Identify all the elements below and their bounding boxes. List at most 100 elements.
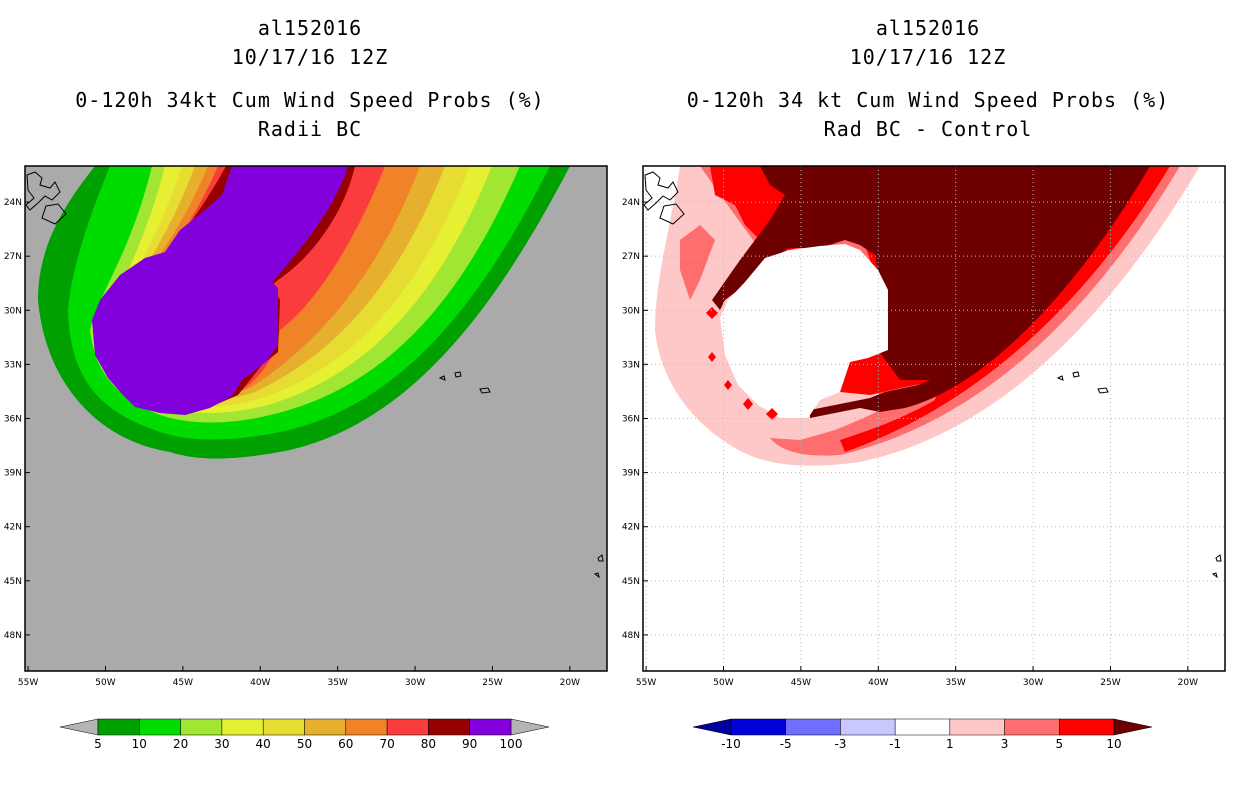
colorbar-label: 30 <box>214 737 229 751</box>
right-core-neutral <box>720 244 888 418</box>
lon-tick-label: 40W <box>250 678 270 688</box>
lat-tick-label: 39N <box>4 469 22 479</box>
colorbar-label: 20 <box>173 737 188 751</box>
colorbar-label: -3 <box>834 737 846 751</box>
colorbar-swatch <box>304 718 347 736</box>
lat-tick-label: 45N <box>4 577 22 587</box>
lat-tick-label: 45N <box>622 577 640 587</box>
left-probability-field <box>38 166 570 459</box>
colorbar-swatch <box>949 718 1005 736</box>
colorbar-under-triangle <box>692 718 732 736</box>
colorbar-swatch <box>345 718 388 736</box>
lon-tick-label: 45W <box>173 678 193 688</box>
right-band-3b <box>680 225 715 300</box>
lon-tick-label: 45W <box>791 678 811 688</box>
colorbar-label: 60 <box>338 737 353 751</box>
lon-tick-label: 50W <box>713 678 733 688</box>
colorbar-under-triangle <box>59 718 99 736</box>
lon-tick-label: 25W <box>482 678 502 688</box>
lon-tick-label: 30W <box>405 678 425 688</box>
right-spot <box>724 380 732 390</box>
right-spot <box>766 408 778 420</box>
colorbar-label: -1 <box>889 737 901 751</box>
lat-tick-label: 30N <box>4 306 22 316</box>
lon-tick-label: 55W <box>18 678 38 688</box>
right-spot <box>708 352 716 362</box>
left-lat-ticks: 48N 45N 42N 39N 36N 33N 30N 27N 24N <box>4 198 30 641</box>
right-product-title: 0-120h 34 kt Cum Wind Speed Probs (%) <box>686 88 1170 112</box>
right-subtitle: Rad BC - Control <box>823 117 1033 141</box>
lat-tick-label: 42N <box>4 523 22 533</box>
left-coastlines <box>25 171 604 579</box>
lon-tick-label: 20W <box>1178 678 1198 688</box>
colorbar-swatch <box>139 718 181 736</box>
right-coastlines <box>643 171 1222 579</box>
left-date: 10/17/16 12Z <box>231 45 389 69</box>
right-lat-ticks: 48N 45N 42N 39N 36N 33N 30N 27N 24N <box>622 198 648 641</box>
lat-tick-label: 24N <box>622 198 640 208</box>
lat-tick-label: 27N <box>622 252 640 262</box>
right-storm-id: al152016 <box>875 16 981 40</box>
right-map: 48N 45N 42N 39N 36N 33N 30N 27N 24N 55W 50W 45W 40W… <box>622 165 1226 688</box>
lat-tick-label: 48N <box>622 631 640 641</box>
left-panel-title: al152016 10/17/16 12Z 0-120h 34kt Cum Wi… <box>0 14 620 144</box>
colorbar-swatch <box>386 718 429 736</box>
lat-tick-label: 36N <box>4 415 22 425</box>
lat-tick-label: 42N <box>622 523 640 533</box>
colorbar-swatch <box>469 718 512 736</box>
lon-tick-label: 20W <box>560 678 580 688</box>
right-difference-field <box>643 166 1225 671</box>
left-colorbar: 5 10 20 30 40 50 60 70 80 90 100 <box>59 718 550 751</box>
lon-tick-label: 35W <box>945 678 965 688</box>
left-product-title: 0-120h 34kt Cum Wind Speed Probs (%) <box>75 88 545 112</box>
lat-tick-label: 33N <box>622 360 640 370</box>
colorbar-swatch <box>180 718 223 736</box>
left-subtitle: Radii BC <box>257 117 363 141</box>
colorbar-label: 40 <box>256 737 271 751</box>
left-map: 48N 45N 42N 39N 36N 33N 30N 27N 24N 55W 50W 45W 40W… <box>4 165 608 688</box>
lon-tick-label: 50W <box>95 678 115 688</box>
left-band-90 <box>92 166 348 415</box>
colorbar-swatch <box>730 718 786 736</box>
colorbar-swatch <box>428 718 470 736</box>
right-spot <box>743 398 753 410</box>
colorbar-over-triangle <box>1113 718 1153 736</box>
right-panel-title: al152016 10/17/16 12Z 0-120h 34 kt Cum W… <box>618 14 1236 144</box>
lon-tick-label: 40W <box>868 678 888 688</box>
lon-tick-label: 25W <box>1100 678 1120 688</box>
colorbar-label: 90 <box>462 737 477 751</box>
lat-tick-label: 33N <box>4 360 22 370</box>
colorbar-label: 70 <box>379 737 394 751</box>
colorbar-over-triangle <box>510 718 550 736</box>
lat-tick-label: 24N <box>4 198 22 208</box>
colorbar-label: -5 <box>780 737 792 751</box>
colorbar-swatch <box>221 718 264 736</box>
lat-tick-label: 39N <box>622 469 640 479</box>
lon-tick-label: 30W <box>1023 678 1043 688</box>
right-colorbar: -10 -5 -3 -1 1 3 5 10 <box>692 718 1153 751</box>
right-band-10 <box>712 166 1150 418</box>
colorbar-swatch <box>785 718 841 736</box>
colorbar-swatch <box>262 718 305 736</box>
right-lon-ticks: 55W 50W 45W 40W 35W 30W 25W 20W <box>636 666 1198 688</box>
colorbar-label: 50 <box>297 737 312 751</box>
lon-tick-label: 55W <box>636 678 656 688</box>
colorbar-swatch <box>840 718 896 736</box>
colorbar-swatch <box>1004 718 1060 736</box>
colorbar-swatch <box>894 718 951 736</box>
lon-tick-label: 35W <box>327 678 347 688</box>
left-storm-id: al152016 <box>257 16 363 40</box>
colorbar-label: 5 <box>94 737 102 751</box>
left-lon-ticks: 55W 50W 45W 40W 35W 30W 25W 20W <box>18 666 580 688</box>
colorbar-label: 5 <box>1055 737 1063 751</box>
lat-tick-label: 27N <box>4 252 22 262</box>
colorbar-label: 1 <box>946 737 954 751</box>
colorbar-label: 10 <box>132 737 147 751</box>
lat-tick-label: 36N <box>622 415 640 425</box>
colorbar-label: 100 <box>500 737 523 751</box>
colorbar-label: 10 <box>1106 737 1121 751</box>
colorbar-label: 3 <box>1001 737 1009 751</box>
colorbar-label: -10 <box>721 737 741 751</box>
colorbar-label: 80 <box>421 737 436 751</box>
